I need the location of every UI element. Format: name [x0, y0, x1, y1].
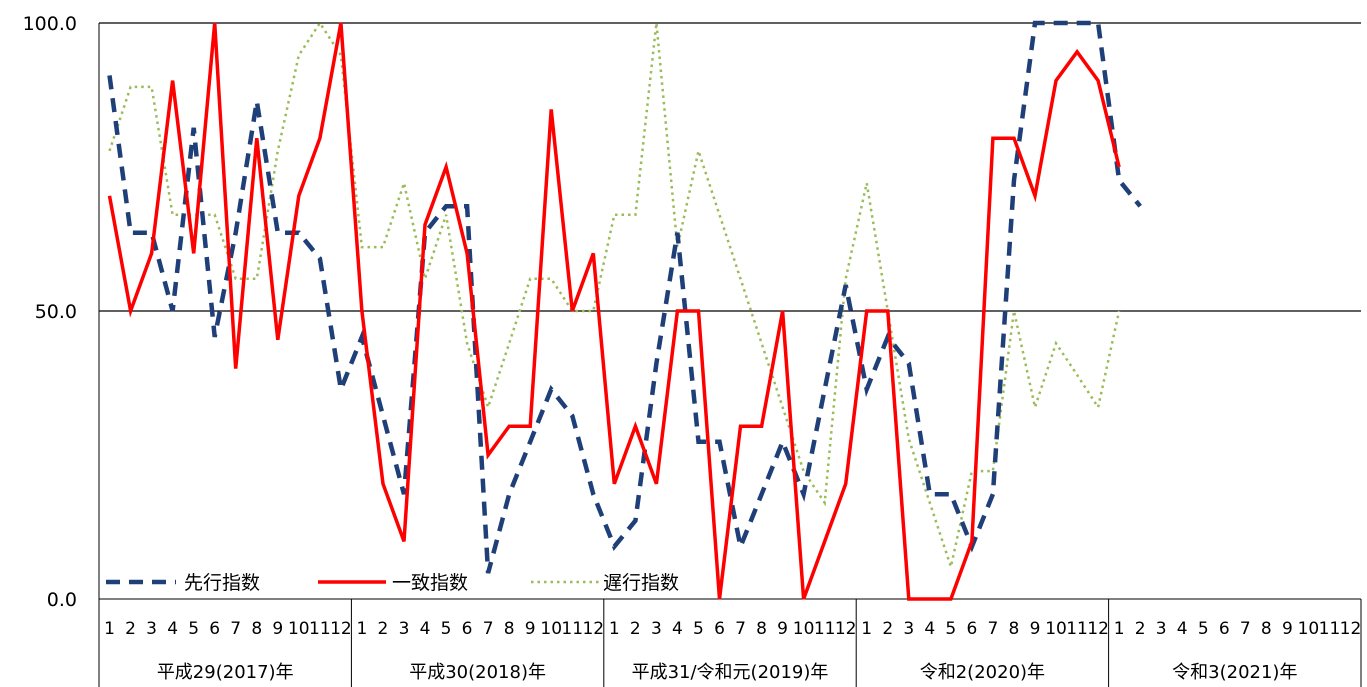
x-tick-month-label: 10 [1045, 619, 1067, 639]
x-tick-month-label: 1 [104, 619, 115, 639]
x-tick-month-label: 11 [561, 619, 583, 639]
x-tick-month-label: 9 [525, 619, 536, 639]
x-tick-month-label: 3 [651, 619, 662, 639]
year-group-label: 平成30(2018)年 [409, 662, 546, 683]
x-tick-month-label: 1 [609, 619, 620, 639]
x-tick-month-label: 6 [1219, 619, 1230, 639]
x-tick-month-label: 9 [272, 619, 283, 639]
x-tick-month-label: 5 [188, 619, 199, 639]
x-tick-month-label: 9 [777, 619, 788, 639]
x-tick-month-label: 9 [1030, 619, 1041, 639]
x-tick-month-label: 2 [630, 619, 641, 639]
x-tick-month-label: 1 [861, 619, 872, 639]
x-tick-month-label: 8 [1009, 619, 1020, 639]
x-tick-month-label: 7 [230, 619, 241, 639]
legend-label-1: 一致指数 [392, 572, 468, 594]
y-tick-label: 50.0 [35, 301, 77, 323]
x-tick-month-label: 4 [167, 619, 178, 639]
x-tick-month-label: 2 [1135, 619, 1146, 639]
x-tick-month-label: 8 [756, 619, 767, 639]
x-tick-month-label: 7 [1240, 619, 1251, 639]
x-tick-month-label: 8 [251, 619, 262, 639]
x-tick-month-label: 11 [309, 619, 331, 639]
x-tick-month-label: 7 [483, 619, 494, 639]
x-tick-month-label: 4 [420, 619, 431, 639]
x-tick-month-label: 8 [1261, 619, 1272, 639]
x-tick-month-label: 10 [540, 619, 562, 639]
x-axis: 1 2 3 4 5 6 7 8 9 10 11 12 1 2 3 4 5 6 7 8 9 10 11 12 1 2 3 4 5 6 7 8 9 1… [98, 599, 1362, 687]
x-tick-month-label: 4 [1177, 619, 1188, 639]
x-tick-month-label: 12 [1340, 619, 1362, 639]
x-tick-month-label: 11 [1319, 619, 1341, 639]
grid [98, 22, 1361, 600]
x-tick-month-label: 3 [399, 619, 410, 639]
x-tick-month-label: 3 [146, 619, 157, 639]
x-tick-month-label: 5 [441, 619, 452, 639]
x-tick-month-label: 12 [582, 619, 604, 639]
x-tick-month-label: 2 [378, 619, 389, 639]
y-axis-ticks: 0.0 50.0 100.0 [23, 13, 77, 611]
x-tick-month-label: 1 [357, 619, 368, 639]
year-group-label: 平成29(2017)年 [157, 662, 294, 683]
x-tick-month-label: 1 [1114, 619, 1125, 639]
series-line-1 [107, 22, 1121, 601]
x-tick-month-label: 2 [125, 619, 136, 639]
year-group-label: 令和2(2020)年 [920, 662, 1045, 683]
x-tick-month-label: 10 [288, 619, 310, 639]
x-tick-month-label: 10 [1298, 619, 1320, 639]
legend: 先行指数 一致指数 遅行指数 [106, 572, 679, 594]
legend-label-0: 先行指数 [184, 572, 260, 594]
x-tick-month-label: 3 [1156, 619, 1167, 639]
x-tick-month-label: 5 [1198, 619, 1209, 639]
x-tick-month-label: 11 [814, 619, 836, 639]
x-tick-month-label: 3 [903, 619, 914, 639]
x-tick-month-label: 12 [1087, 619, 1109, 639]
y-tick-label: 100.0 [23, 13, 77, 35]
x-tick-month-label: 11 [1066, 619, 1088, 639]
x-tick-month-label: 5 [693, 619, 704, 639]
year-group-label: 平成31/令和元(2019)年 [632, 662, 829, 683]
x-tick-month-label: 7 [988, 619, 999, 639]
x-tick-month-label: 2 [882, 619, 893, 639]
x-tick-month-label: 5 [945, 619, 956, 639]
series-lines [107, 20, 1142, 601]
series-line-2 [108, 20, 1121, 572]
legend-label-2: 遅行指数 [603, 572, 679, 594]
x-tick-month-label: 7 [735, 619, 746, 639]
x-tick-month-label: 10 [793, 619, 815, 639]
year-group-label: 令和3(2021)年 [1172, 662, 1297, 683]
x-tick-month-label: 12 [835, 619, 857, 639]
x-tick-month-label: 9 [1282, 619, 1293, 639]
x-tick-month-label: 12 [330, 619, 352, 639]
x-tick-month-label: 8 [504, 619, 515, 639]
y-tick-label: 0.0 [47, 589, 77, 611]
x-tick-month-label: 6 [209, 619, 220, 639]
x-tick-month-label: 6 [714, 619, 725, 639]
x-tick-month-label: 6 [462, 619, 473, 639]
x-tick-month-label: 4 [672, 619, 683, 639]
x-tick-month-label: 4 [924, 619, 935, 639]
x-tick-month-label: 6 [966, 619, 977, 639]
